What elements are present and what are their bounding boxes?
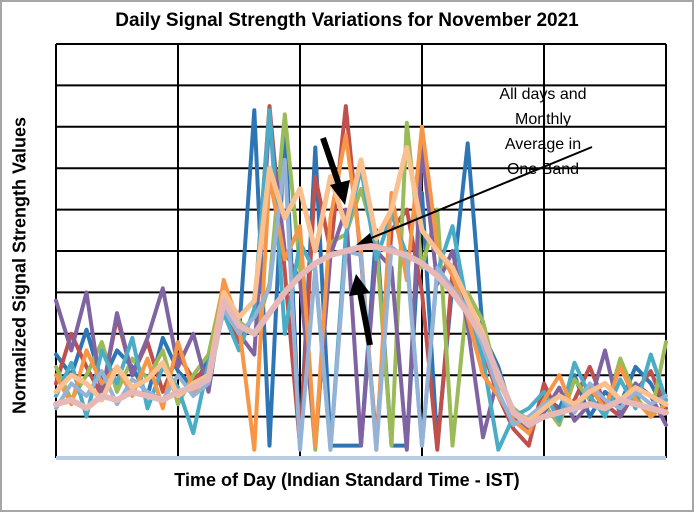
annotation: All days and Monthly Average in One Band — [320, 86, 593, 346]
annotation-line-4: One Band — [507, 161, 579, 178]
up-arrow-head — [349, 274, 370, 296]
series-line-day-f — [54, 124, 668, 452]
down-arrow-shaft — [320, 137, 343, 189]
chart-title: Daily Signal Strength Variations for Nov… — [115, 10, 579, 31]
up-arrow-shaft — [357, 291, 373, 346]
x-axis-label: Time of Day (Indian Standard Time - IST) — [174, 470, 520, 490]
annotation-line-2: Monthly — [515, 111, 571, 128]
annotation-pointer-arrowhead — [356, 233, 373, 245]
annotation-pointer-line — [363, 146, 593, 242]
down-arrow-head — [330, 180, 350, 205]
series-line-day-h — [53, 145, 669, 424]
series-lines — [53, 104, 669, 452]
annotation-line-1: All days and — [499, 86, 586, 103]
series-line-monthly-average — [53, 243, 669, 428]
annotation-line-3: Average in — [505, 136, 581, 153]
